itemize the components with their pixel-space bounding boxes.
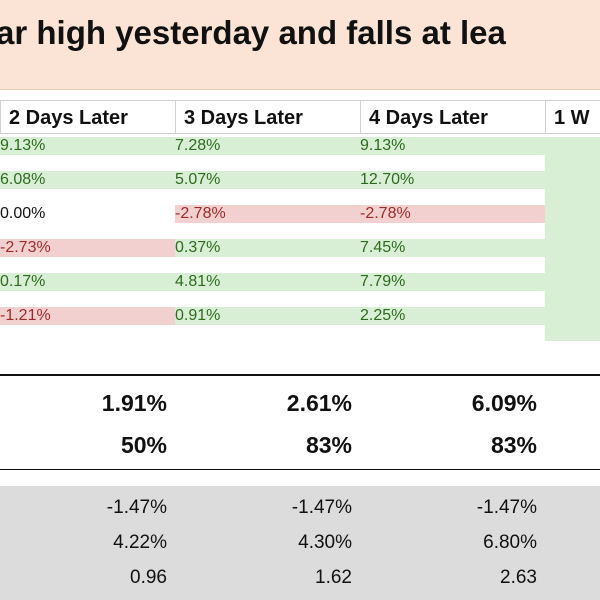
column-header: 1 W xyxy=(545,100,600,134)
rule xyxy=(0,469,600,470)
stat-cell: 1.62 xyxy=(315,567,352,588)
column-header: 3 Days Later xyxy=(175,100,360,134)
summary-cell: 2.61% xyxy=(286,390,352,416)
cell: 7.28% xyxy=(175,137,360,155)
cell: 0.37% xyxy=(175,239,360,257)
column-header: 4 Days Later xyxy=(360,100,545,134)
cell: 7.79% xyxy=(360,273,545,291)
summary-cell: 50% xyxy=(120,432,167,458)
title: ar high yesterday and falls at lea xyxy=(0,14,506,51)
cell: 0.00% xyxy=(0,205,175,223)
stat-cell: 4.30% xyxy=(298,532,352,553)
stat-cell: 0.96 xyxy=(130,567,167,588)
summary-cell: 6.09% xyxy=(471,390,537,416)
cell: 9.13% xyxy=(360,137,545,155)
cell: 0.17% xyxy=(0,273,175,291)
cell: 5.07% xyxy=(175,171,360,189)
cell: -2.73% xyxy=(0,239,175,257)
stat-cell: 2.63 xyxy=(500,567,537,588)
column-header: 2 Days Later xyxy=(0,100,175,134)
rule xyxy=(0,374,600,376)
stat-cell: -1.47% xyxy=(106,497,167,518)
cell: -1.21% xyxy=(0,307,175,325)
stat-cell: 6.80% xyxy=(483,532,537,553)
cell: 0.91% xyxy=(175,307,360,325)
stat-cell: 4.22% xyxy=(113,532,167,553)
cell: 12.70% xyxy=(360,171,545,189)
cell: 4.81% xyxy=(175,273,360,291)
stat-cell: -1.47% xyxy=(476,497,537,518)
title-band xyxy=(0,0,600,90)
cell: 2.25% xyxy=(360,307,545,325)
cell: 6.08% xyxy=(0,171,175,189)
stats-band xyxy=(0,486,600,600)
stat-cell: -1.47% xyxy=(291,497,352,518)
trailing-green xyxy=(545,137,600,341)
summary-cell: 1.91% xyxy=(101,390,167,416)
cell: 9.13% xyxy=(0,137,175,155)
summary-cell: 83% xyxy=(490,432,537,458)
cell: 7.45% xyxy=(360,239,545,257)
cell: -2.78% xyxy=(360,205,545,223)
summary-cell: 83% xyxy=(305,432,352,458)
cell: -2.78% xyxy=(175,205,360,223)
